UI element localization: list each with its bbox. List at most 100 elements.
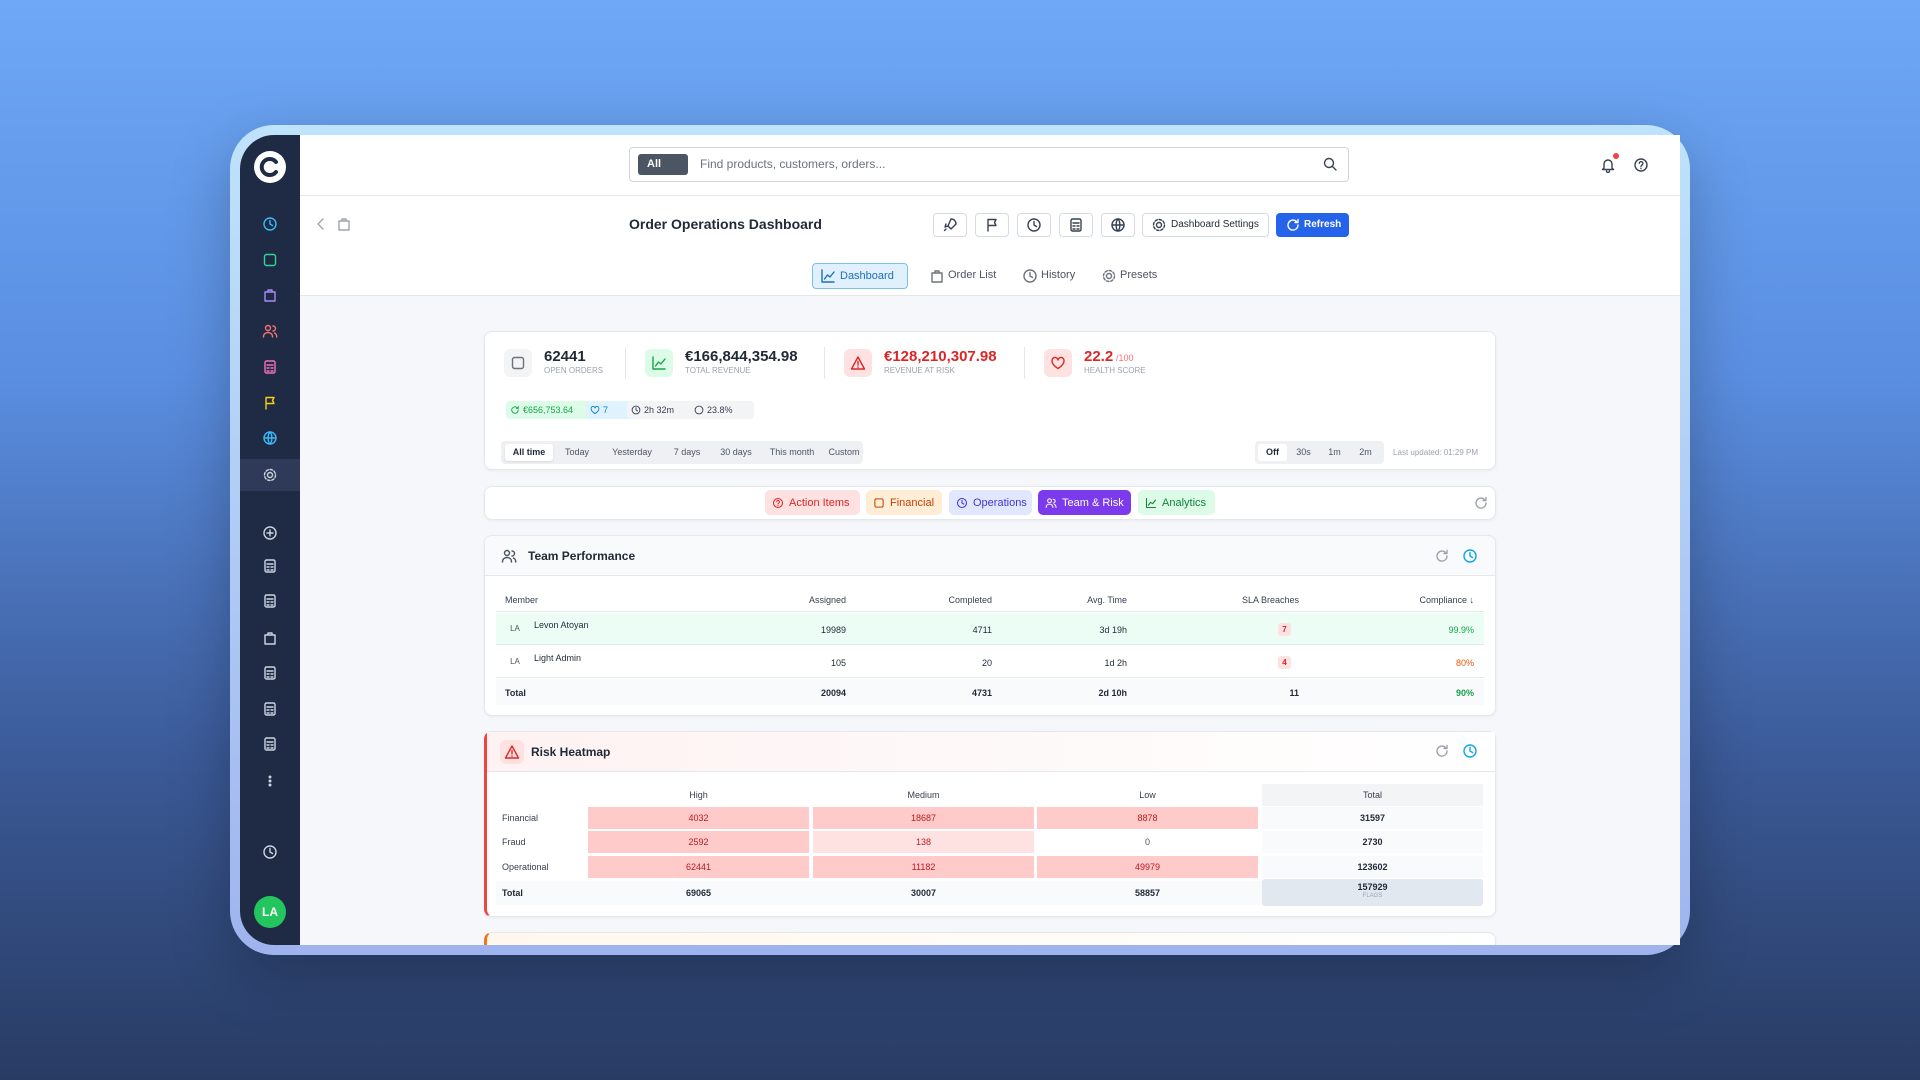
- kpi-value: 22.2: [1084, 348, 1114, 365]
- nav-icon[interactable]: [262, 736, 278, 752]
- search-box[interactable]: [629, 147, 1349, 182]
- nav-icon-svg: [263, 845, 277, 859]
- range-option[interactable]: Custom: [828, 447, 860, 457]
- nav-icon[interactable]: [262, 593, 278, 609]
- range-option[interactable]: Today: [564, 447, 590, 457]
- heatmap-cell[interactable]: 2592: [588, 831, 809, 853]
- heatmap-cell[interactable]: 2730: [1262, 831, 1483, 853]
- nav-icon[interactable]: [262, 323, 278, 339]
- nav-icon[interactable]: [262, 630, 278, 646]
- section-tab[interactable]: Action Items: [765, 490, 860, 515]
- notifications[interactable]: [1600, 157, 1616, 174]
- range-option[interactable]: Yesterday: [612, 447, 652, 457]
- logo[interactable]: [254, 151, 286, 183]
- nav-icon[interactable]: [262, 558, 278, 574]
- help-icon[interactable]: [1633, 157, 1649, 173]
- toolbar-button[interactable]: [1059, 213, 1093, 237]
- bag[interactable]: [336, 216, 352, 232]
- nav-icon[interactable]: [262, 467, 278, 483]
- nav-icon-svg: [264, 737, 276, 751]
- view-tab-icon: [1022, 268, 1038, 284]
- heatmap-cell[interactable]: 8878: [1037, 807, 1258, 829]
- card-refresh[interactable]: [1434, 743, 1450, 759]
- range-option[interactable]: All time: [505, 444, 553, 461]
- section-tab[interactable]: Financial: [866, 490, 942, 515]
- heatmap-cell[interactable]: 4032: [588, 807, 809, 829]
- nav-icon-svg: [264, 289, 276, 302]
- back[interactable]: [313, 216, 329, 232]
- heatmap-cell[interactable]: 49979: [1037, 856, 1258, 878]
- logo-mark: [259, 157, 278, 177]
- nav-icon[interactable]: [262, 525, 278, 541]
- heatmap-cell[interactable]: 31597: [1262, 807, 1483, 829]
- team-row[interactable]: [496, 646, 1484, 678]
- section-refresh[interactable]: [1473, 495, 1489, 511]
- toolbar-icon-svg: [1111, 218, 1125, 232]
- interval-option[interactable]: Off: [1258, 444, 1287, 461]
- nav-icon[interactable]: [262, 395, 278, 411]
- view-tab[interactable]: Dashboard: [812, 263, 908, 289]
- heatmap-cell[interactable]: 138: [813, 831, 1034, 853]
- total-column-bg: [1262, 784, 1483, 806]
- view-tab[interactable]: Order List: [948, 269, 997, 281]
- nav-icon[interactable]: [262, 665, 278, 681]
- heatmap-total: 58857: [1134, 888, 1161, 898]
- card-info[interactable]: [1462, 548, 1478, 564]
- nav-icon[interactable]: [262, 844, 278, 860]
- nav-icon[interactable]: [262, 430, 278, 446]
- range-option[interactable]: 7 days: [673, 447, 701, 457]
- range-option[interactable]: 30 days: [720, 447, 752, 457]
- heatmap-cell[interactable]: 0: [1037, 831, 1258, 853]
- nav-icon[interactable]: [262, 287, 278, 303]
- kpi-value: €128,210,307.98: [884, 348, 997, 365]
- interval-option[interactable]: 30s: [1296, 447, 1311, 457]
- kpi-value: 62441: [544, 348, 586, 365]
- search-scope[interactable]: All: [638, 154, 688, 175]
- total-cell: 2d 10h: [1098, 688, 1127, 698]
- team-cell: 3d 19h: [1099, 625, 1127, 635]
- search-icon[interactable]: [1322, 156, 1338, 172]
- user-avatar[interactable]: LA: [254, 896, 286, 928]
- nav-icon-svg: [264, 702, 276, 716]
- section-icon: [1145, 497, 1157, 509]
- view-tab[interactable]: History: [1041, 269, 1076, 281]
- interval-option[interactable]: 1m: [1328, 447, 1341, 457]
- avatar: LA: [510, 657, 520, 666]
- kpi-divider: [1024, 347, 1025, 379]
- kpi-icon-bg: [504, 349, 532, 377]
- heatmap-cell[interactable]: 62441: [588, 856, 809, 878]
- last-updated: Last updated: 01:29 PM: [1393, 448, 1478, 457]
- section-tab[interactable]: Operations: [949, 490, 1032, 515]
- heatmap-cell[interactable]: 18687: [813, 807, 1034, 829]
- range-option[interactable]: This month: [769, 447, 815, 457]
- grand-total-bg: [1262, 879, 1483, 906]
- heatmap-total-row: [496, 881, 1262, 905]
- settings-button[interactable]: Dashboard Settings: [1142, 213, 1269, 237]
- interval-option[interactable]: 2m: [1359, 447, 1372, 457]
- team-row[interactable]: [496, 613, 1484, 645]
- nav-icon[interactable]: [262, 701, 278, 717]
- heatmap-label: Operational: [502, 862, 549, 872]
- notifications-svg: [1601, 159, 1615, 174]
- refresh-icon-svg: [1287, 218, 1299, 231]
- nav-icon[interactable]: [262, 359, 278, 375]
- nav-icon[interactable]: [262, 216, 278, 232]
- heatmap-cell[interactable]: 11182: [813, 856, 1034, 878]
- nav-icon[interactable]: [262, 252, 278, 268]
- section-tab[interactable]: Team & Risk: [1038, 490, 1131, 515]
- column-header: Assigned: [808, 595, 846, 605]
- card-refresh[interactable]: [1434, 548, 1450, 564]
- view-tab[interactable]: Presets: [1120, 269, 1158, 281]
- nav-icon-svg: [264, 360, 276, 374]
- toolbar-button[interactable]: [933, 213, 967, 237]
- card-info[interactable]: [1462, 743, 1478, 759]
- section-icon: [956, 497, 968, 509]
- toolbar-icon-svg: [1027, 218, 1041, 232]
- toolbar-icon: [1068, 217, 1084, 233]
- total-cell: 90%: [1455, 688, 1474, 698]
- nav-icon[interactable]: [262, 773, 278, 789]
- help-icon-svg: [1634, 158, 1648, 172]
- heatmap-cell[interactable]: 123602: [1262, 856, 1483, 878]
- heatmap-header-bg: [487, 732, 1495, 772]
